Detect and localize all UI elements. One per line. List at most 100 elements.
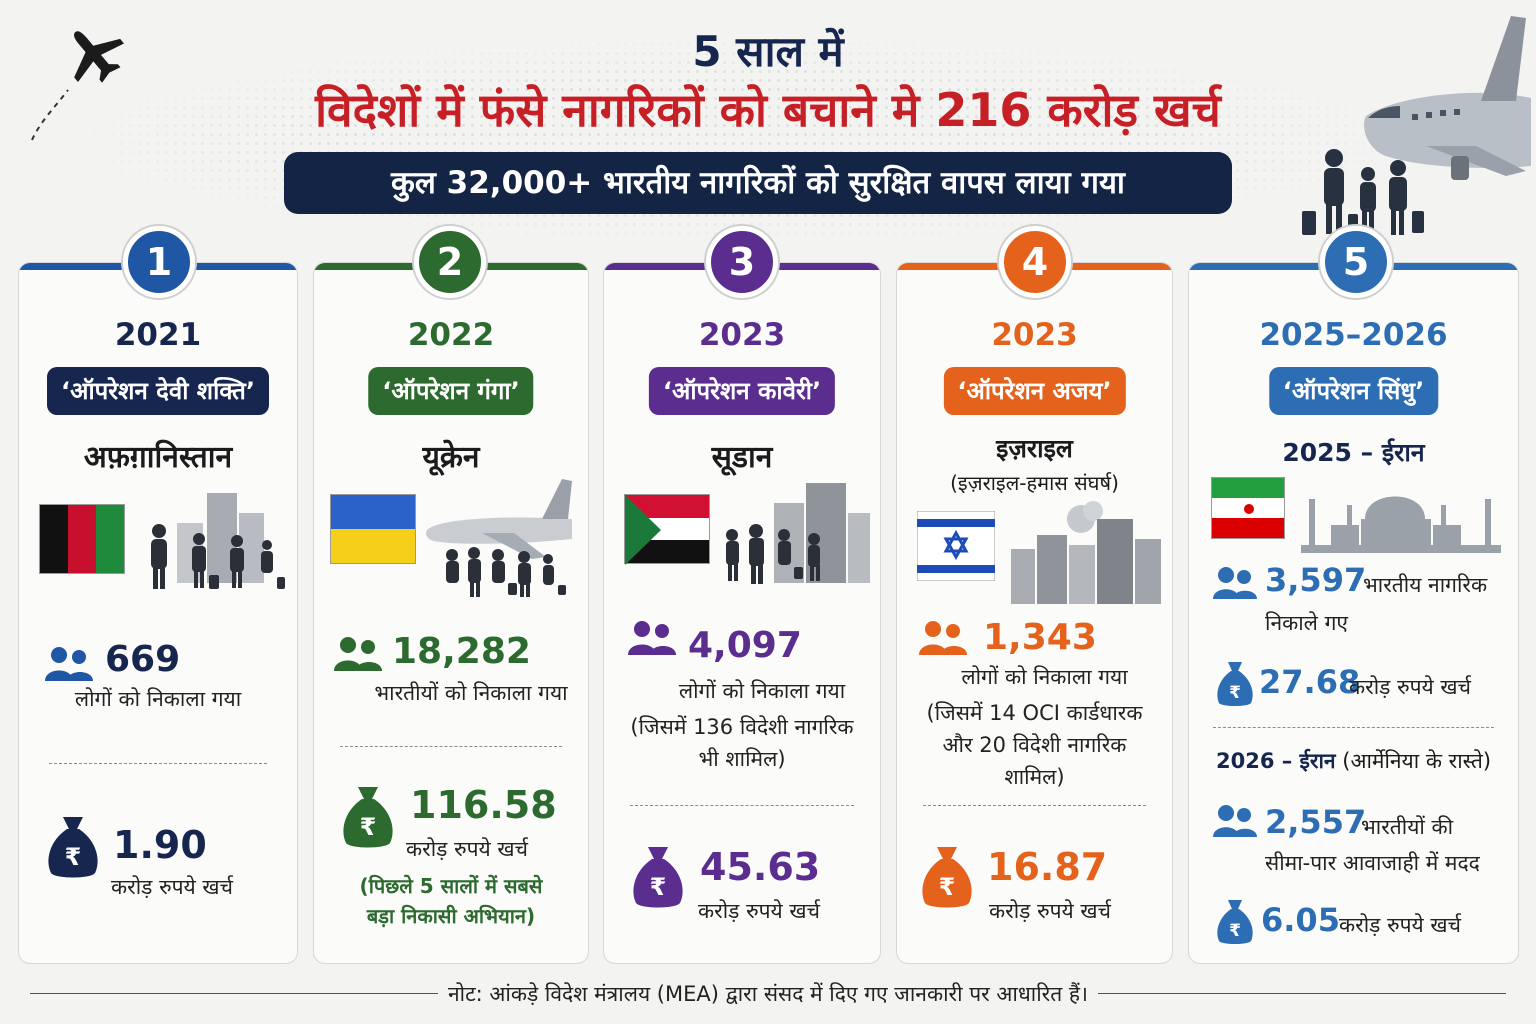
- flag-emblem: [1244, 504, 1254, 514]
- people-icon: [919, 621, 967, 655]
- people-icon: [628, 621, 676, 655]
- people-note-line-3: शामिल): [1004, 765, 1065, 789]
- card-number-badge: 5: [1320, 226, 1392, 298]
- card-number-badge: 2: [414, 226, 486, 298]
- svg-text:₹: ₹: [1229, 921, 1241, 941]
- subsection-2026-route: (आर्मेनिया के रास्ते): [1342, 749, 1492, 773]
- footer-note-text: नोट: आंकड़े विदेश मंत्रालय (MEA) द्वारा …: [437, 982, 1099, 1006]
- cost-text: करोड़ रुपये खर्च: [406, 837, 528, 861]
- svg-text:₹: ₹: [65, 843, 82, 871]
- cost-value: 1.90: [113, 823, 207, 867]
- operation-label: ‘ऑपरेशन सिंधु’: [1268, 367, 1439, 415]
- operation-label: ‘ऑपरेशन कावेरी’: [648, 367, 836, 415]
- people-icon: [334, 637, 382, 671]
- card-year: 2021: [114, 317, 202, 353]
- sub2-people-text-1: भारतीयों की: [1361, 815, 1454, 839]
- divider: [340, 746, 562, 747]
- sub2-people-text-2: सीमा-पार आवाजाही में मदद: [1265, 851, 1480, 875]
- subtitle-banner: कुल 32,000+ भारतीय नागरिकों को सुरक्षित …: [284, 152, 1232, 214]
- operation-label: ‘ऑपरेशन अजय’: [943, 367, 1126, 415]
- money-bag-icon: ₹: [633, 847, 683, 908]
- afghanistan-flag: [39, 504, 125, 574]
- card-year: 2023: [991, 317, 1078, 353]
- airplane-evacuees-illustration: [1302, 16, 1531, 235]
- card-number-badge: 1: [123, 226, 195, 298]
- country-name: इज़राइल: [996, 434, 1073, 463]
- subsection-2026-title: 2026 – ईरान (आर्मेनिया के रास्ते): [1189, 747, 1518, 775]
- airplane-icon: [31, 31, 124, 141]
- iran-flag: [1211, 477, 1285, 539]
- people-icon: [45, 647, 93, 681]
- title-line-2: विदेशों में फंसे नागरिकों को बचाने मे 21…: [315, 83, 1221, 137]
- israel-flag: [917, 511, 995, 581]
- card-ukraine: 2022 ‘ऑपरेशन गंगा’ यूक्रेन 18,282 भारतीय…: [313, 262, 589, 964]
- people-count: 4,097: [688, 625, 802, 666]
- money-bag-icon: ₹: [922, 847, 972, 908]
- sub1-cost-value: 27.68: [1259, 663, 1361, 701]
- people-icon: [1213, 805, 1257, 837]
- sub1-people-text-1: भारतीय नागरिक: [1363, 573, 1488, 597]
- svg-text:₹: ₹: [939, 873, 956, 901]
- money-bag-icon: ₹: [48, 817, 98, 878]
- people-note-line-1: (जिसमें 136 विदेशी नागरिक: [630, 715, 854, 739]
- country-name: सूडान: [711, 440, 773, 475]
- divider: [1213, 727, 1494, 728]
- divider: [923, 805, 1146, 806]
- people-text: लोगों को निकाला गया: [74, 687, 242, 711]
- svg-text:₹: ₹: [1229, 683, 1241, 703]
- card-year: 2022: [407, 317, 495, 353]
- card-year: 2025–2026: [1259, 317, 1448, 353]
- flag-triangle: [625, 495, 661, 565]
- money-bag-icon: ₹: [1217, 900, 1253, 944]
- people-text: भारतीयों को निकाला गया: [374, 681, 568, 705]
- cost-value: 45.63: [700, 845, 821, 889]
- title-line-1: 5 साल में: [692, 27, 844, 76]
- subsection-2026-label: 2026 – ईरान: [1215, 749, 1336, 773]
- card-year: 2023: [698, 317, 786, 353]
- ukraine-flag: [330, 494, 416, 564]
- biggest-evacuation-note: (पिछले 5 सालों में सबसे बड़ा निकासी अभिय…: [314, 871, 588, 931]
- country-name: यूक्रेन: [422, 440, 480, 475]
- sub2-people-count: 2,557: [1265, 803, 1367, 841]
- sub1-people-text-2: निकाले गए: [1265, 611, 1349, 635]
- evacuees-ruins-scene: [726, 483, 870, 584]
- people-count: 1,343: [983, 617, 1097, 658]
- card-sudan: 2023 ‘ऑपरेशन कावेरी’ सूडान 4,097 लोगों क…: [603, 262, 881, 964]
- sub1-people-count: 3,597: [1265, 561, 1367, 599]
- card-afghanistan: 2021 ‘ऑपरेशन देवी शक्ति’ अफ़ग़ानिस्तान 6…: [18, 262, 298, 964]
- people-note-line-2: और 20 विदेशी नागरिक: [942, 733, 1127, 757]
- card-number-badge: 4: [999, 226, 1071, 298]
- country-name: अफ़ग़ानिस्तान: [83, 440, 233, 475]
- money-bag-icon: ₹: [1217, 662, 1253, 706]
- cost-value: 116.58: [410, 783, 557, 827]
- cost-value: 16.87: [987, 845, 1108, 889]
- svg-text:₹: ₹: [650, 873, 667, 901]
- operation-label: ‘ऑपरेशन गंगा’: [368, 367, 534, 415]
- note-line-2: बड़ा निकासी अभियान): [366, 904, 536, 928]
- mosque-skyline: [1301, 496, 1501, 553]
- card-number-badge: 3: [706, 226, 778, 298]
- note-line-1: (पिछले 5 सालों में सबसे: [359, 874, 543, 898]
- divider: [630, 805, 854, 806]
- sub2-cost-value: 6.05: [1261, 901, 1340, 939]
- people-text: लोगों को निकाला गया: [678, 679, 846, 703]
- people-note: (जिसमें 14 OCI कार्डधारक और 20 विदेशी ना…: [897, 697, 1172, 793]
- money-bag-icon: ₹: [343, 787, 393, 848]
- people-note: (जिसमें 136 विदेशी नागरिक भी शामिल): [604, 711, 880, 775]
- people-count: 18,282: [392, 631, 531, 672]
- operation-label: ‘ऑपरेशन देवी शक्ति’: [47, 367, 269, 415]
- people-note-line-2: भी शामिल): [698, 747, 786, 771]
- evacuees-airplane-scene: [426, 479, 572, 597]
- card-iran: 2025–2026 ‘ऑपरेशन सिंधु’ 2025 – ईरान 3,5…: [1188, 262, 1519, 964]
- cost-text: करोड़ रुपये खर्च: [698, 899, 820, 923]
- cost-text: करोड़ रुपये खर्च: [989, 899, 1111, 923]
- people-icon: [1213, 567, 1257, 599]
- svg-text:₹: ₹: [360, 813, 377, 841]
- sudan-flag: [624, 494, 710, 565]
- sub2-cost-text: करोड़ रुपये खर्च: [1339, 913, 1461, 937]
- card-israel: 2023 ‘ऑपरेशन अजय’ इज़राइल (इज़राइल-हमास …: [896, 262, 1173, 964]
- cost-text: करोड़ रुपये खर्च: [111, 875, 233, 899]
- ruins-smoke-scene: [1011, 501, 1161, 604]
- people-text: लोगों को निकाला गया: [961, 665, 1128, 689]
- people-count: 669: [105, 639, 181, 680]
